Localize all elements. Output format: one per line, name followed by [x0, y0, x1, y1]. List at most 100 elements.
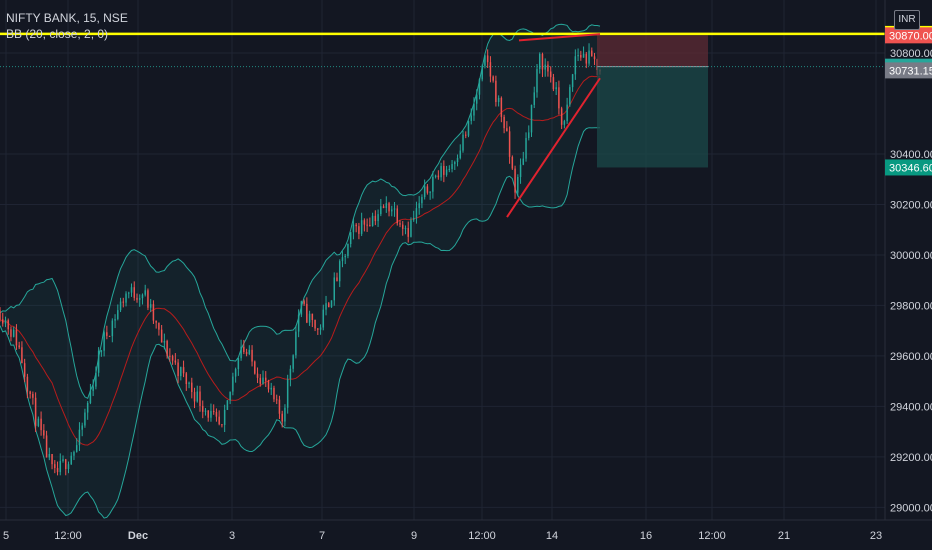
candle-body: [555, 87, 557, 90]
candle-body: [580, 54, 582, 58]
candle-body: [382, 206, 385, 208]
candle-body: [182, 367, 185, 374]
candle: [470, 108, 472, 125]
candle-body: [86, 403, 89, 413]
candle-body: [358, 226, 360, 234]
candle: [374, 210, 377, 226]
candle-body: [273, 387, 275, 400]
candle: [481, 64, 483, 82]
candle: [75, 438, 78, 453]
candle-body: [51, 453, 53, 465]
trendline: [518, 33, 601, 42]
candle-body: [166, 340, 168, 356]
candle: [289, 365, 292, 387]
candle-body: [48, 453, 51, 458]
candle-body: [59, 460, 62, 473]
candle-body: [577, 54, 579, 57]
candle: [174, 353, 177, 365]
candle: [330, 300, 333, 308]
candle: [84, 408, 86, 428]
candle: [191, 377, 193, 399]
candle-body: [141, 294, 144, 299]
candle: [286, 374, 289, 414]
candle-body: [481, 65, 483, 80]
candle: [358, 222, 360, 240]
price-label: 30346.60: [885, 159, 932, 176]
candle-body: [10, 329, 12, 337]
candle: [341, 251, 344, 268]
candle-body: [32, 393, 34, 398]
candle-body: [155, 320, 157, 323]
candle: [338, 259, 341, 288]
candle: [275, 394, 278, 405]
candle: [314, 319, 316, 332]
candle: [538, 52, 541, 74]
candle: [89, 383, 92, 405]
time-tick-label: 23: [870, 530, 882, 542]
candle-body: [295, 331, 297, 356]
candle-body: [229, 391, 231, 401]
candle-body: [311, 313, 314, 321]
candle-body: [492, 76, 494, 81]
candle-body: [34, 397, 37, 426]
candle-body: [569, 87, 571, 105]
candle-body: [404, 228, 407, 230]
candle: [536, 64, 538, 98]
candle: [352, 218, 355, 240]
candle: [144, 284, 146, 297]
candle-body: [478, 79, 481, 95]
candle: [412, 210, 415, 222]
candle: [336, 272, 338, 282]
candle: [130, 283, 133, 297]
candle-body: [240, 346, 242, 359]
candle-body: [407, 228, 409, 237]
price-label-box: [885, 27, 932, 44]
candle-body: [347, 243, 349, 257]
candle-body: [147, 290, 149, 308]
candle-body: [106, 332, 108, 336]
price-label-box: [885, 62, 932, 79]
candle-body: [470, 115, 472, 121]
candle-body: [117, 310, 119, 320]
currency-button[interactable]: INR: [894, 10, 920, 30]
candle-body: [585, 53, 588, 64]
candle: [188, 381, 190, 389]
candle-body: [138, 298, 141, 300]
candle: [259, 374, 262, 387]
candle: [547, 61, 549, 77]
candle: [171, 354, 174, 365]
price-label-text: 30346.60: [889, 162, 932, 174]
candle-body: [336, 277, 338, 282]
candle: [432, 171, 434, 199]
candle: [454, 160, 456, 170]
candle-body: [144, 290, 146, 295]
candle: [207, 410, 209, 422]
candle: [415, 201, 418, 224]
candle-body: [341, 257, 344, 262]
candle: [437, 170, 440, 180]
candle-body: [528, 132, 530, 139]
candle: [278, 395, 281, 420]
candle: [97, 347, 100, 377]
candle-body: [111, 320, 114, 337]
candle-body: [245, 352, 248, 355]
candle-body: [421, 197, 423, 204]
time-tick-label: 5: [3, 530, 9, 542]
candle: [467, 120, 470, 138]
candle-body: [314, 320, 316, 329]
candle: [475, 89, 478, 111]
candle: [495, 75, 497, 107]
candle-body: [232, 376, 234, 392]
candle: [500, 96, 503, 123]
candle-body: [95, 372, 97, 387]
candle: [514, 165, 516, 199]
candle: [401, 221, 404, 236]
candle-body: [549, 71, 552, 78]
symbol-label[interactable]: NIFTY BANK, 15, NSE: [6, 11, 128, 25]
candle-body: [278, 399, 281, 414]
indicator-label[interactable]: BB (20, close, 2, 0): [6, 27, 109, 41]
candle-body: [396, 208, 399, 224]
candle-body: [328, 303, 330, 308]
